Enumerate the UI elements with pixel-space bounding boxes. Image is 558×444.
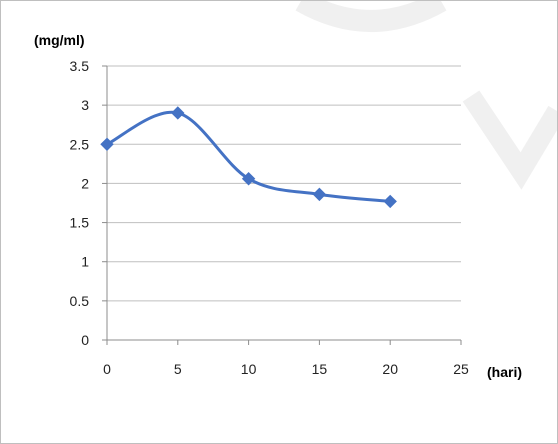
x-tick-label-5: 25	[453, 361, 469, 377]
x-tick-label-2: 10	[241, 361, 257, 377]
gridlines	[107, 65, 461, 302]
y-tick-label-6: 3	[81, 97, 89, 113]
y-tick-label-4: 2	[81, 175, 89, 191]
x-axis-title: (hari)	[487, 364, 522, 380]
x-tick-label-3: 15	[312, 361, 328, 377]
watermark-arc	[295, 1, 447, 32]
data-point-4	[383, 194, 397, 209]
y-tick-label-2: 1	[81, 254, 89, 270]
x-tick-label-1: 5	[174, 361, 182, 377]
watermark-chevron	[462, 90, 557, 190]
x-tick-label-4: 20	[382, 361, 398, 377]
y-tick-label-7: 3.5	[70, 58, 90, 74]
ticks-layer: 0 0.5 1 1.5 2 2.5 3 3.5 0 5 10 15 20 25	[70, 58, 469, 377]
axes	[102, 65, 462, 345]
y-axis-title: (mg/ml)	[34, 32, 85, 48]
series-layer	[100, 106, 397, 209]
y-tick-label-1: 0.5	[70, 293, 90, 309]
data-point-2	[241, 172, 256, 186]
data-point-1	[171, 106, 185, 120]
series-0-line	[105, 110, 392, 203]
y-tick-label-0: 0	[81, 332, 89, 348]
data-point-0	[100, 137, 114, 151]
x-tick-label-0: 0	[103, 361, 111, 377]
y-tick-label-3: 1.5	[70, 215, 90, 231]
data-point-3	[312, 187, 327, 202]
y-tick-label-5: 2.5	[70, 136, 90, 152]
